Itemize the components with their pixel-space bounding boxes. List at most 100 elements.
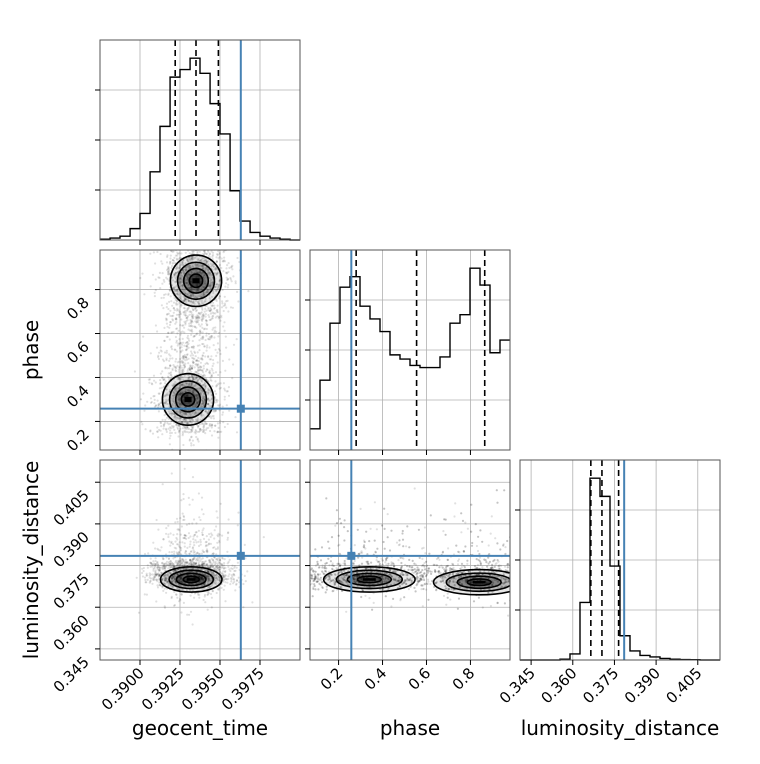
scatter-point (232, 275, 234, 277)
scatter-point (195, 355, 197, 357)
scatter-point (203, 427, 205, 429)
scatter-point (201, 429, 203, 431)
scatter-point (220, 267, 222, 269)
scatter-point (144, 593, 146, 595)
scatter-point (230, 580, 232, 582)
scatter-point (212, 363, 214, 365)
scatter-point (186, 524, 188, 526)
scatter-point (205, 560, 207, 562)
scatter-point (172, 534, 174, 536)
scatter-point (208, 244, 210, 246)
scatter-point (223, 321, 225, 323)
scatter-point (191, 331, 193, 333)
scatter-point (202, 354, 204, 356)
scatter-point (142, 336, 144, 338)
scatter-point (151, 583, 153, 585)
scatter-point (172, 259, 174, 261)
scatter-point (218, 405, 220, 407)
scatter-point (211, 558, 213, 560)
scatter-point (168, 551, 170, 553)
scatter-point (160, 346, 162, 348)
scatter-point (198, 530, 200, 532)
scatter-point (251, 601, 253, 603)
scatter-point (189, 368, 191, 370)
scatter-point (193, 250, 195, 252)
scatter-point (169, 355, 171, 357)
scatter-point (228, 262, 230, 264)
scatter-point (180, 562, 182, 564)
scatter-point (144, 579, 146, 581)
scatter-point (230, 266, 232, 268)
scatter-point (213, 336, 215, 338)
scatter-point (188, 523, 190, 525)
scatter-point (202, 429, 204, 431)
scatter-point (224, 389, 226, 391)
scatter-point (218, 427, 220, 429)
scatter-point (190, 334, 192, 336)
scatter-point (169, 261, 171, 263)
scatter-point (203, 538, 205, 540)
scatter-point (172, 369, 174, 371)
scatter-point (192, 538, 194, 540)
scatter-point (170, 255, 172, 257)
scatter-point (159, 549, 161, 551)
scatter-point (157, 400, 159, 402)
scatter-point (227, 390, 229, 392)
scatter-point (208, 533, 210, 535)
scatter-point (193, 518, 195, 520)
scatter-point (150, 397, 152, 399)
scatter-point (198, 360, 200, 362)
scatter-point (223, 310, 225, 312)
scatter-point (208, 333, 210, 335)
scatter-point (216, 517, 218, 519)
scatter-point (181, 367, 183, 369)
scatter-point (181, 593, 183, 595)
scatter-point (173, 551, 175, 553)
scatter-point (206, 346, 208, 348)
scatter-point (183, 327, 185, 329)
scatter-point (209, 430, 211, 432)
scatter-point (150, 558, 152, 560)
scatter-point (160, 260, 162, 262)
scatter-point (157, 578, 159, 580)
scatter-point (206, 548, 208, 550)
scatter-point (180, 534, 182, 536)
scatter-point (180, 365, 182, 367)
scatter-point (219, 559, 221, 561)
scatter-point (201, 553, 203, 555)
scatter-point (169, 358, 171, 360)
scatter-point (156, 251, 158, 253)
scatter-point (160, 349, 162, 351)
scatter-point (147, 564, 149, 566)
scatter-point (182, 444, 184, 446)
scatter-point (203, 242, 205, 244)
scatter-point (213, 537, 215, 539)
scatter-point (178, 600, 180, 602)
scatter-point (161, 283, 163, 285)
scatter-point (192, 340, 194, 342)
scatter-point (198, 564, 200, 566)
scatter-point (169, 245, 171, 247)
scatter-point (206, 535, 208, 537)
scatter-point (199, 331, 201, 333)
scatter-point (237, 562, 239, 564)
scatter-point (184, 542, 186, 544)
scatter-point (220, 503, 222, 505)
scatter-point (212, 359, 214, 361)
scatter-point (237, 300, 239, 302)
scatter-point (156, 330, 158, 332)
scatter-point (203, 551, 205, 553)
scatter-point (191, 357, 193, 359)
scatter-point (195, 522, 197, 524)
scatter-point (161, 263, 163, 265)
scatter-point (216, 352, 218, 354)
scatter-point (235, 280, 237, 282)
scatter-point (234, 416, 236, 418)
scatter-point (207, 355, 209, 357)
scatter-point (222, 289, 224, 291)
scatter-point (197, 321, 199, 323)
scatter-point (233, 579, 235, 581)
scatter-point (211, 315, 213, 317)
scatter-point (210, 593, 212, 595)
scatter-point (217, 431, 219, 433)
